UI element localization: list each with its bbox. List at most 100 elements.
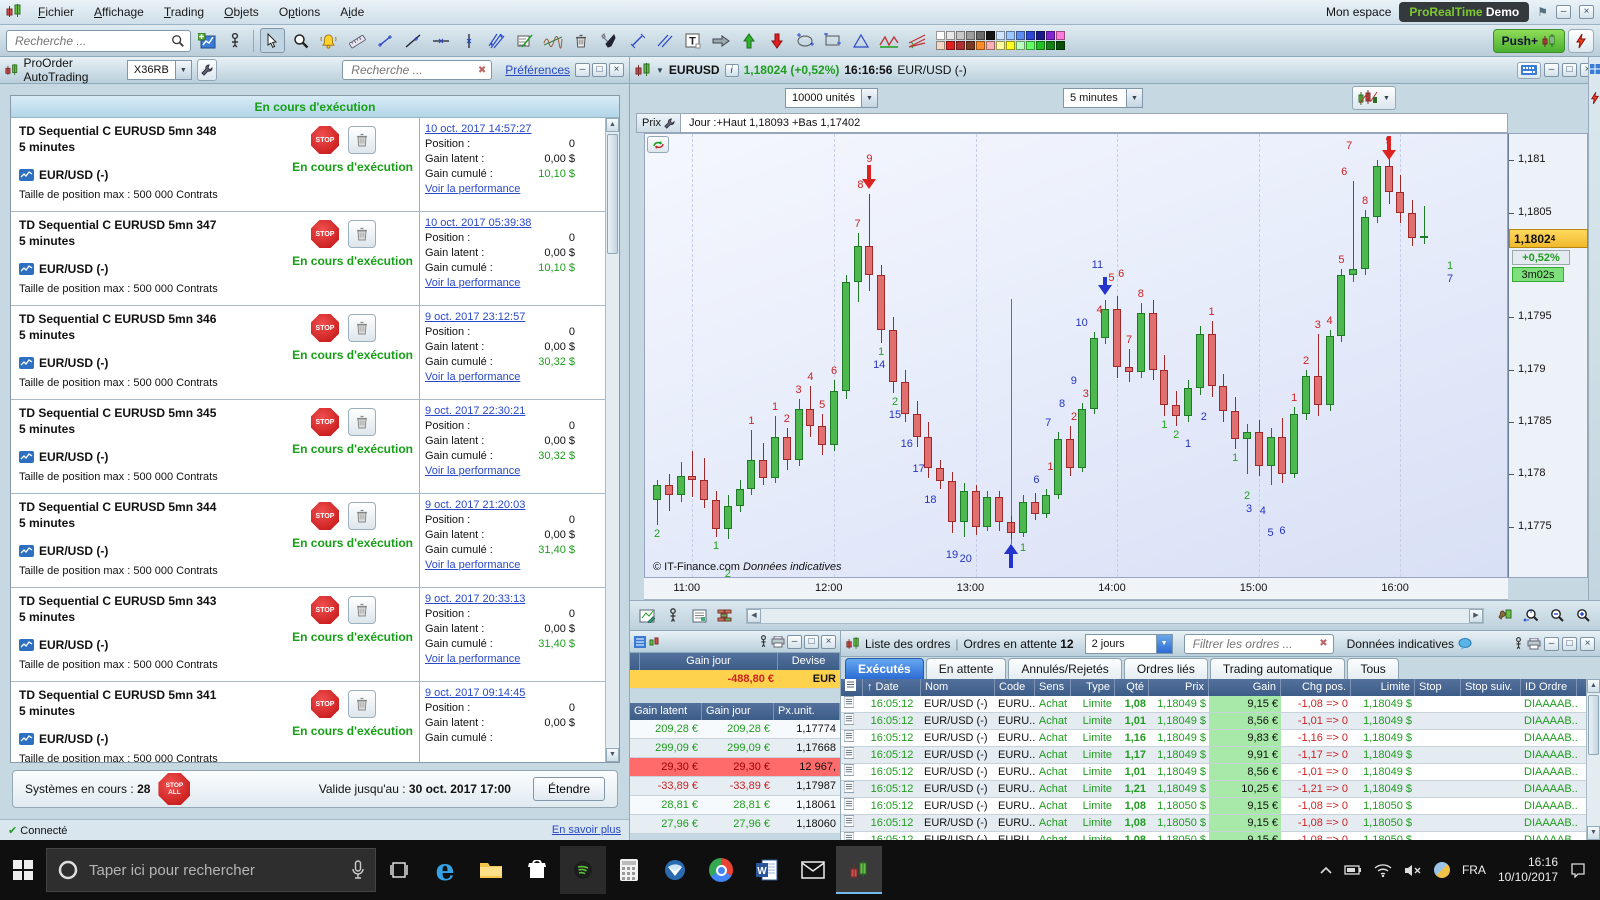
tab-en-attente[interactable]: En attente [925,658,1007,679]
order-row[interactable]: 16:05:12 EUR/USD (-) EURU... Achat Limite 1,0… [841,832,1600,840]
chrome-icon[interactable] [698,846,744,894]
system-start-date-link[interactable]: 10 oct. 2017 14:57:27 [425,123,532,135]
info-icon[interactable]: i [724,63,739,77]
chart-horizontal-scrollbar[interactable]: ◀ ▶ [746,607,1484,624]
delete-system-button[interactable] [348,126,376,154]
tab-annul-s-rejet-s[interactable]: Annulés/Rejetés [1008,658,1122,679]
minimize-button[interactable]: – [1556,5,1571,19]
menu-affichage[interactable]: Affichage [94,5,144,19]
period-select[interactable]: 5 minutes ▼ [1063,88,1143,108]
proorder-minimize-button[interactable]: – [575,63,590,77]
palette-color[interactable] [976,31,985,40]
column-header[interactable]: Prix [1149,679,1209,696]
palette-color[interactable] [1056,31,1065,40]
palette-color[interactable] [1006,41,1015,50]
positions-close-button[interactable]: × [821,634,836,649]
learn-more-link[interactable]: En savoir plus [551,824,621,836]
column-header[interactable]: Type [1071,679,1115,696]
delete-tool-icon[interactable] [568,28,593,53]
scrollbar-thumb[interactable] [1588,695,1599,755]
palette-color[interactable] [1046,41,1055,50]
wifi-icon[interactable] [1374,863,1392,877]
menu-options[interactable]: Options [278,5,321,19]
proorder-settings-button[interactable] [196,59,218,81]
pending-orders[interactable]: Ordres en attente 12 [963,636,1074,651]
performance-link[interactable]: Voir la performance [425,465,521,477]
text-tool-icon[interactable]: T [680,28,705,53]
positions-chart-icon[interactable] [649,636,661,648]
horizontal-line-tool-icon[interactable] [428,28,453,53]
mic-icon[interactable] [351,860,365,880]
palette-color[interactable] [1006,31,1015,40]
palette-color[interactable] [1046,31,1055,40]
menu-fichier[interactable]: Fichier [38,5,75,19]
stop-system-button[interactable]: STOP [311,408,339,436]
order-row[interactable]: 16:05:12 EUR/USD (-) EURU... Achat Limite 1,0… [841,815,1600,832]
system-start-date-link[interactable]: 9 oct. 2017 21:20:03 [425,499,526,511]
palette-color[interactable] [966,31,975,40]
link-chart-icon[interactable] [662,605,684,627]
palette-color[interactable] [956,41,965,50]
performance-link[interactable]: Voir la performance [425,559,521,571]
orders-maximize-button[interactable]: □ [1562,636,1577,651]
day-gain-summary-row[interactable]: -488,80 € EUR [630,670,840,689]
palette-color[interactable] [936,31,945,40]
scroll-right-icon[interactable]: ▶ [1469,608,1483,623]
scrollbar-thumb[interactable] [607,134,618,254]
palette-color[interactable] [946,31,955,40]
order-row[interactable]: 16:05:12 EUR/USD (-) EURU... Achat Limite 1,0… [841,764,1600,781]
arrow-right-icon[interactable] [708,28,733,53]
volume-bricks-icon[interactable] [714,605,736,627]
column-header[interactable]: Stop [1415,679,1461,696]
fan-lines-tool-icon[interactable] [484,28,509,53]
wave-tool-icon[interactable] [540,28,565,53]
zoom-out-icon[interactable] [1546,605,1568,627]
line-tool-icon[interactable] [400,28,425,53]
battery-icon[interactable] [1344,864,1362,876]
stop-system-button[interactable]: STOP [311,690,339,718]
proorder-maximize-button[interactable]: □ [592,63,607,77]
ruler-icon[interactable] [344,28,369,53]
palette-color[interactable] [996,31,1005,40]
menu-trading[interactable]: Trading [163,5,205,19]
zoom-in-icon[interactable] [1572,605,1594,627]
stop-system-button[interactable]: STOP [311,220,339,248]
scroll-left-icon[interactable]: ◀ [747,608,761,623]
palette-color[interactable] [1036,41,1045,50]
stop-all-button[interactable]: STOP ALL [158,773,191,805]
calculator-icon[interactable] [606,846,652,894]
price-axis[interactable]: 1,181 1,1805 1,1795 1,179 1,1785 1,178 1,1775 [1508,133,1588,578]
orders-filter-input[interactable] [1183,633,1334,654]
printer-icon[interactable] [1527,637,1541,650]
notification-icon[interactable] [1570,862,1586,878]
pitchfork-tool-icon[interactable] [904,28,929,53]
order-row[interactable]: 16:05:12 EUR/USD (-) EURU... Achat Limite 1,0… [841,696,1600,713]
chart-maximize-button[interactable]: □ [1562,63,1577,77]
printer-icon[interactable] [771,635,785,648]
chart-type-button[interactable]: ▼ [1352,86,1396,110]
palette-color[interactable] [936,41,945,50]
onedrive-status-icon[interactable] [1433,862,1450,878]
chart-settings-wrench-icon[interactable] [1494,605,1516,627]
position-row[interactable]: -33,89 € -33,89 €1,17987 [630,777,840,796]
stop-system-button[interactable]: STOP [311,314,339,342]
delete-system-button[interactable] [348,408,376,436]
column-header[interactable]: Chg pos. [1281,679,1351,696]
language-indicator[interactable]: FRA [1461,863,1486,877]
rail-bolt-icon[interactable] [1590,91,1600,108]
zoom-fit-icon[interactable] [1520,605,1542,627]
preferences-link[interactable]: Préférences [505,63,570,77]
scroll-down-icon[interactable]: ▼ [1587,826,1600,840]
edit-chart-icon[interactable] [636,605,658,627]
palette-color[interactable] [1016,31,1025,40]
clear-search-icon[interactable]: ✖ [477,64,487,76]
triangle-tool-icon[interactable] [848,28,873,53]
chart-minimize-button[interactable]: – [1544,63,1559,77]
keyboard-icon[interactable] [1517,61,1541,79]
palette-color[interactable] [986,31,995,40]
arrow-up-icon[interactable] [736,28,761,53]
system-start-date-link[interactable]: 9 oct. 2017 23:12:57 [425,311,526,323]
palette-color[interactable] [1016,41,1025,50]
rectangle-tool-icon[interactable] [820,28,845,53]
